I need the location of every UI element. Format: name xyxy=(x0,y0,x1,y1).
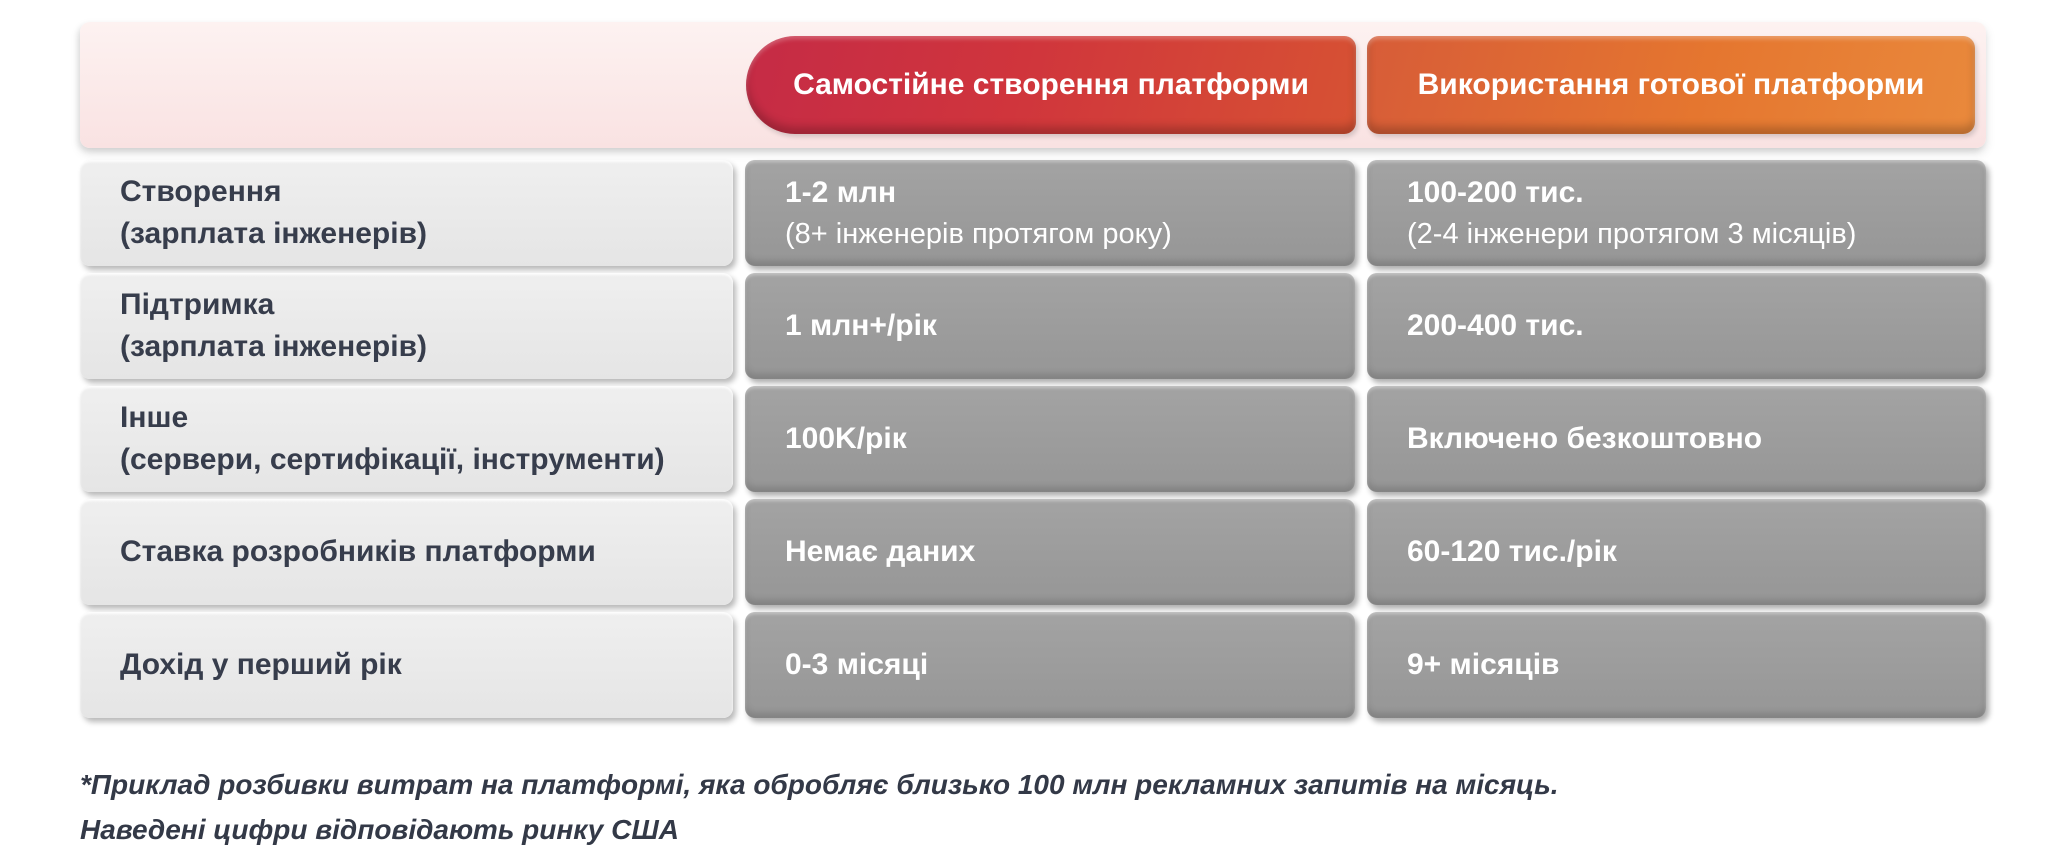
row-label-title: Інше xyxy=(120,401,189,434)
footnote-line-2: Наведені цифри відповідають ринку США xyxy=(80,814,680,846)
cell-self-build-developer-rate: Немає даних xyxy=(745,499,1355,605)
table-rows: Створення (зарплата інженерів) 1-2 млн (… xyxy=(80,160,1986,718)
cell-ready-platform-creation: 100-200 тис. (2-4 інженери протягом 3 мі… xyxy=(1367,160,1986,266)
row-label-first-year-income: Дохід у перший рік xyxy=(80,612,733,718)
row-label-support: Підтримка (зарплата інженерів) xyxy=(80,273,733,379)
cell-value: Немає даних xyxy=(785,535,976,568)
cell-self-build-first-year-income: 0-3 місяці xyxy=(745,612,1355,718)
column-header-self-build-label: Самостійне створення платформи xyxy=(793,68,1309,101)
header-strip: Самостійне створення платформи Використа… xyxy=(80,22,1986,148)
cell-self-build-support: 1 млн+/рік xyxy=(745,273,1355,379)
column-header-ready-platform-label: Використання готової платформи xyxy=(1417,68,1925,101)
cell-ready-platform-support: 200-400 тис. xyxy=(1367,273,1986,379)
cell-ready-platform-other: Включено безкоштовно xyxy=(1367,386,1986,492)
row-label-title: Створення xyxy=(120,175,282,208)
cell-value: 60-120 тис./рік xyxy=(1407,535,1617,568)
cell-self-build-other: 100K/рік xyxy=(745,386,1355,492)
row-label-developer-rate: Ставка розробників платформи xyxy=(80,499,733,605)
cell-value: 1-2 млн xyxy=(785,175,897,209)
cell-value: Включено безкоштовно xyxy=(1407,422,1763,455)
cell-value: 0-3 місяці xyxy=(785,648,929,681)
cell-value: 9+ місяців xyxy=(1407,648,1560,681)
cell-value: 100K/рік xyxy=(785,422,907,455)
row-label-other: Інше (сервери, сертифікації, інструменти… xyxy=(80,386,733,492)
cell-self-build-creation: 1-2 млн (8+ інженерів протягом року) xyxy=(745,160,1355,266)
cell-ready-platform-first-year-income: 9+ місяців xyxy=(1367,612,1986,718)
row-label-title: Ставка розробників платформи xyxy=(120,535,596,568)
cell-value: 200-400 тис. xyxy=(1407,309,1584,342)
cell-ready-platform-developer-rate: 60-120 тис./рік xyxy=(1367,499,1986,605)
row-label-title: Підтримка xyxy=(120,288,275,321)
row-label-subtitle: (зарплата інженерів) xyxy=(120,330,428,363)
cell-value-detail: (2-4 інженери протягом 3 місяців) xyxy=(1407,217,1857,250)
footnote: *Приклад розбивки витрат на платформі, я… xyxy=(80,762,1559,853)
column-header-self-build: Самостійне створення платформи xyxy=(746,36,1356,134)
row-label-title: Дохід у перший рік xyxy=(120,648,402,681)
cell-value: 1 млн+/рік xyxy=(785,309,937,342)
comparison-table: Самостійне створення платформи Використа… xyxy=(80,22,1986,718)
cell-value: 100-200 тис. xyxy=(1407,175,1584,209)
cell-value-detail: (8+ інженерів протягом року) xyxy=(785,217,1172,250)
row-label-subtitle: (зарплата інженерів) xyxy=(120,217,428,250)
row-label-subtitle: (сервери, сертифікації, інструменти) xyxy=(120,443,665,476)
column-header-ready-platform: Використання готової платформи xyxy=(1367,36,1975,134)
footnote-line-1: *Приклад розбивки витрат на платформі, я… xyxy=(80,769,1559,800)
row-label-creation: Створення (зарплата інженерів) xyxy=(80,160,733,266)
